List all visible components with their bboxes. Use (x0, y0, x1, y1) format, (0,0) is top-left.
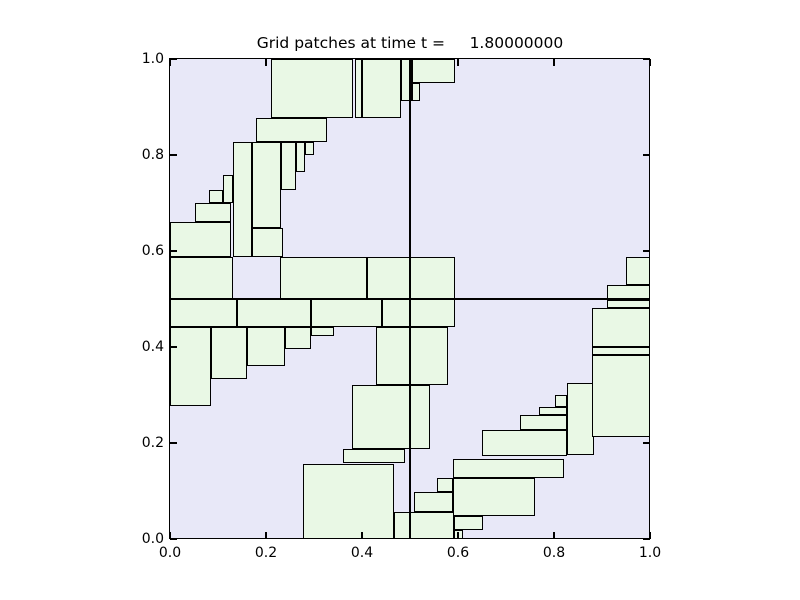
axis-tick (457, 59, 459, 66)
grid-patch (362, 59, 401, 119)
domain-divider-horizontal (170, 298, 650, 300)
grid-patch (410, 257, 456, 299)
grid-patch (436, 477, 453, 493)
axis-tick (643, 58, 650, 60)
axis-tick (457, 532, 459, 539)
grid-patch (304, 142, 315, 156)
y-tick-label: 0.2 (141, 435, 164, 451)
grid-patch (251, 228, 284, 257)
y-tick-label: 0.6 (141, 243, 164, 259)
grid-patch (410, 511, 455, 539)
axis-tick (643, 442, 650, 444)
grid-patch (554, 395, 567, 407)
grid-patch (367, 257, 410, 299)
axis-tick (169, 59, 171, 66)
grid-patch (351, 384, 431, 450)
grid-patch (270, 59, 353, 119)
grid-patch (170, 299, 237, 328)
axis-tick (649, 532, 651, 539)
axis-tick (170, 154, 177, 156)
grid-patch (251, 142, 282, 229)
y-tick-label: 0.4 (141, 339, 164, 355)
grid-patch (454, 515, 484, 530)
x-tick-label: 0.2 (254, 545, 278, 561)
y-tick-label: 0.8 (141, 147, 164, 163)
grid-patch (410, 327, 449, 385)
axis-tick (643, 154, 650, 156)
axis-tick (643, 250, 650, 252)
axis-tick (553, 59, 555, 66)
grid-patch (566, 382, 594, 455)
axis-tick (170, 250, 177, 252)
y-tick-label: 1.0 (141, 51, 164, 67)
grid-patch (211, 327, 247, 380)
grid-patch (606, 299, 650, 308)
x-tick-label: 0.4 (350, 545, 374, 561)
grid-patch (170, 221, 232, 257)
grid-patch (591, 307, 650, 348)
grid-patch (591, 347, 650, 355)
axis-tick (361, 532, 363, 539)
grid-patch (452, 458, 565, 478)
grid-patch (233, 142, 252, 257)
chart-title: Grid patches at time t = 1.80000000 (256, 34, 564, 52)
grid-patch (394, 511, 410, 539)
grid-patch (281, 142, 297, 191)
grid-patch (411, 83, 421, 101)
grid-patch (381, 299, 410, 328)
axis-tick (553, 532, 555, 539)
grid-patch (170, 256, 234, 299)
grid-patch (400, 59, 412, 101)
grid-patch (414, 492, 453, 512)
grid-patch (280, 257, 368, 299)
grid-patch (452, 477, 535, 516)
axis-tick (170, 58, 177, 60)
axis-tick (170, 538, 177, 540)
grid-patch (285, 327, 312, 350)
axis-tick (265, 532, 267, 539)
grid-patch (310, 299, 382, 328)
grid-patch (170, 327, 212, 407)
grid-patch (195, 203, 232, 222)
grid-patch (519, 415, 567, 431)
x-tick-label: 0.6 (446, 545, 470, 561)
axis-tick (169, 532, 171, 539)
grid-patch (375, 327, 410, 385)
grid-patch (343, 449, 406, 464)
grid-patch (411, 59, 456, 84)
grid-patch (296, 142, 305, 172)
x-tick-label: 1.0 (638, 545, 662, 561)
grid-patch (454, 529, 464, 539)
axis-tick (265, 59, 267, 66)
grid-patch (208, 190, 223, 204)
axis-tick (170, 442, 177, 444)
axis-tick (361, 59, 363, 66)
grid-patch (410, 299, 456, 328)
grid-patch (591, 354, 650, 437)
y-tick-label: 0.0 (141, 531, 164, 547)
plot-area (169, 58, 651, 540)
grid-patch (255, 118, 328, 143)
x-tick-label: 0.0 (158, 545, 182, 561)
axis-tick (170, 346, 177, 348)
axis-tick (643, 346, 650, 348)
grid-patch (354, 59, 363, 119)
grid-patch (311, 327, 334, 336)
grid-patch (626, 256, 650, 286)
grid-patch (539, 406, 567, 416)
axis-tick (649, 59, 651, 66)
grid-patch (236, 299, 311, 328)
x-tick-label: 0.8 (542, 545, 566, 561)
grid-patch (481, 430, 567, 457)
grid-patch (303, 464, 395, 539)
grid-patch (246, 327, 286, 367)
grid-patch (222, 175, 234, 204)
